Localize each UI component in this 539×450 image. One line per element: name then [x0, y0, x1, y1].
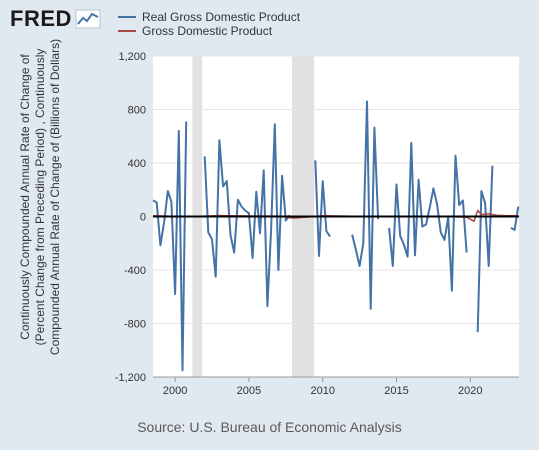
logo-text: FRED: [10, 6, 72, 31]
series-line-real-gdp: [351, 100, 380, 310]
y-tick-label: -400: [124, 265, 146, 277]
series-line-real-gdp: [203, 123, 291, 308]
y-tick-label: 0: [140, 212, 146, 224]
x-tick-label: 2015: [384, 385, 408, 397]
y-tick-label: -1,200: [115, 372, 146, 384]
y-tick-label: 800: [128, 105, 146, 117]
series-line-real-gdp: [510, 206, 520, 231]
legend-swatch-real-gdp: [118, 16, 136, 18]
legend-item-real-gdp[interactable]: Real Gross Domestic Product: [118, 10, 300, 24]
series-line-real-gdp: [476, 165, 494, 333]
legend-item-gdp[interactable]: Gross Domestic Product: [118, 24, 300, 38]
legend-swatch-gdp: [118, 30, 136, 32]
x-tick-label: 2010: [310, 385, 334, 397]
y-tick-label: 400: [128, 158, 146, 170]
legend: Real Gross Domestic Product Gross Domest…: [118, 10, 300, 38]
x-tick-label: 2005: [237, 385, 261, 397]
y-tick-label: 1,200: [118, 51, 146, 63]
series-line-real-gdp: [314, 160, 331, 257]
y-tick-label: -800: [124, 319, 146, 331]
legend-label-real-gdp: Real Gross Domestic Product: [142, 10, 301, 24]
series-line-real-gdp: [152, 121, 188, 372]
x-tick-label: 2000: [163, 385, 187, 397]
fred-logo[interactable]: FRED: [10, 6, 101, 32]
source-note: Source: U.S. Bureau of Economic Analysis: [137, 419, 402, 435]
legend-label-gdp: Gross Domestic Product: [142, 24, 273, 38]
x-tick-label: 2020: [458, 385, 482, 397]
fred-chart-icon: [75, 9, 101, 29]
